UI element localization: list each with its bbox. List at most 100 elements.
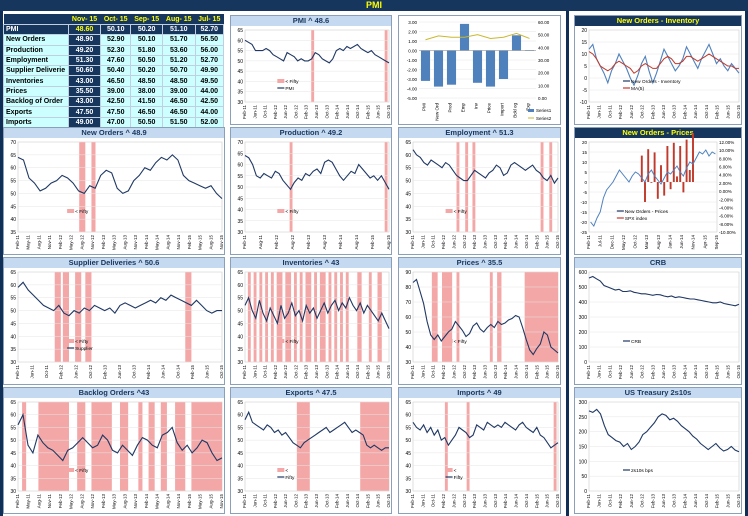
table-cell: 49.90 [194,65,225,77]
x-tick-label: Nov-12 [90,235,95,250]
table-cell: 50.50 [130,116,163,128]
plot-area [412,141,559,233]
fifty-band [360,402,389,491]
y-tick-label: 200 [579,330,588,336]
table-cell: 48.50 [161,75,196,87]
y-tick-label: 30 [10,489,16,495]
legend-swatch [67,468,75,472]
row-label: New Orders [3,34,69,46]
y-tick-label: 600 [579,270,588,276]
row-label: Imports [3,116,69,128]
table-cell: 50.10 [100,23,132,36]
table-row: Supplier Deliverie 50.60 50.40 50.20 50.70 49… [3,65,225,77]
x-tick-label: Oct-14 [175,365,180,379]
fifty-band [85,272,92,362]
bar [640,155,643,182]
x-tick-label: Aug-15 [386,235,391,250]
y-tick-label: -4.00 [407,87,418,92]
x-tick-label: Feb-12 [59,365,64,380]
chart-svg-imports: 30 35 40 45 50 55 60 65 Feb-11 Jun-11 Oct-11 Feb-12… [405,400,560,509]
x-tick-label: Aug-12 [290,235,295,250]
x-tick-label: Jun-11 [252,365,257,379]
chart-svg-backlog: 30 35 40 45 50 55 60 65 Feb-11 May-11 Aug-11 Nov-11… [10,400,224,509]
x-tick-label: Aug-13 [322,235,327,250]
table-row: PMI 48.60 50.10 50.20 51.10 52.70 [3,23,225,36]
y-tick-label: 55 [405,425,411,431]
table-row: New Orders 48.90 52.90 50.10 51.70 56.50 [3,34,225,46]
y-tick-label: 20 [581,28,587,34]
x-tick-label: Oct-14 [524,494,529,508]
x-tick-label: Jun-15 [376,494,381,508]
y-tick-label: 60 [10,166,16,172]
x-tick-label: Jun-12 [283,494,288,508]
x-tick-label: Oct-11 [431,494,436,508]
y-tick-label: 300 [579,400,588,406]
chart-panel-production: Production ^ 49.2 30 35 40 45 50 55 60 65 70 Feb-1… [230,127,392,255]
y-tick-label: 60 [10,413,16,419]
x-tick-label: Bckl og [513,103,518,118]
ma-line [588,51,739,74]
chart-svg-new-orders: 35 40 45 50 55 60 65 70 Feb-11 May-11 Aug-11 Nov-11… [10,140,224,250]
x-tick-label: Feb-14 [682,365,687,380]
x-tick-label: Jun-13 [483,235,488,249]
x-tick-label: Jun-13 [117,365,122,379]
x-tick-label: Jun-13 [483,365,488,379]
y-tick-label: 10 [582,160,588,165]
chart-panel-no-prices: New Orders - Prices -25 -20 -15 -10 -5 0 5 10 15 2… [574,127,742,255]
y-tick-label: 55 [237,296,243,302]
y2-tick-label: 60.00 [538,20,550,25]
x-tick-label: May-12 [621,235,626,251]
x-tick-label: Aug-13 [656,235,661,250]
bar [650,182,653,183]
y-tick-label: 5 [584,64,587,70]
x-tick-label: Oct-12 [462,365,467,379]
fifty-band [340,272,343,362]
y-tick-label: 45 [237,321,243,327]
y-tick-label: 40 [10,334,16,340]
x-tick-label: Jun-11 [252,105,257,119]
x-tick-label: Feb-15 [187,235,192,250]
x-tick-label: Feb-14 [503,494,508,509]
y-tick-label: 65 [10,400,16,406]
x-tick-label: Feb-15 [715,494,720,509]
y-tick-label: 250 [579,415,588,421]
table-cell: 42.50 [100,96,132,108]
x-tick-label: Jan-14 [667,235,672,249]
x-tick-label: Feb-11 [586,494,591,508]
row-label: PMI [3,23,69,36]
y-tick-label: 50 [237,185,243,191]
y-tick-label: 50 [10,309,16,315]
x-tick-label: Aug-14 [165,494,170,509]
y-tick-label: 40 [237,79,243,85]
legend-swatch [445,339,453,343]
table-cell: 46.50 [161,106,196,118]
x-tick-label: Feb-14 [335,365,340,380]
x-tick-label: Oct-11 [607,105,612,119]
y-tick-label: 40 [405,204,411,210]
y-tick-label: 5 [584,170,587,175]
y-tick-label: 50 [237,59,243,65]
y-tick-label: 60 [405,153,411,159]
fifty-band [328,272,332,362]
chart-title: Backlog Orders ^43 [4,388,224,398]
x-tick-label: Jun-11 [597,105,602,119]
series-line [17,412,223,462]
x-tick-label: Oct-13 [493,365,498,379]
fifty-band [553,402,557,491]
y-tick-label: 30 [10,360,16,366]
x-tick-label: May-11 [26,494,31,509]
table-cell: 51.70 [161,34,196,46]
table-cell: 48.60 [67,23,102,36]
x-tick-label: Oct-12 [640,494,645,508]
x-tick-label: Oct-13 [324,494,329,508]
chart-title: Supplier Deliveries ^ 50.6 [4,258,224,268]
chart-title: CRB [575,258,741,268]
legend-swatch [277,339,285,343]
series2-line [425,32,530,41]
y-tick-label: 50 [405,438,411,444]
x-tick-label: Jun-14 [345,365,350,379]
chart-svg-supplier: 30 35 40 45 50 55 60 65 Feb-11 Jun-11 Oct-11 Feb-12… [10,270,224,380]
x-tick-label: Oct-15 [736,494,741,508]
y-tick-label: 20 [582,140,588,145]
x-tick-label: Feb-11 [242,105,247,119]
